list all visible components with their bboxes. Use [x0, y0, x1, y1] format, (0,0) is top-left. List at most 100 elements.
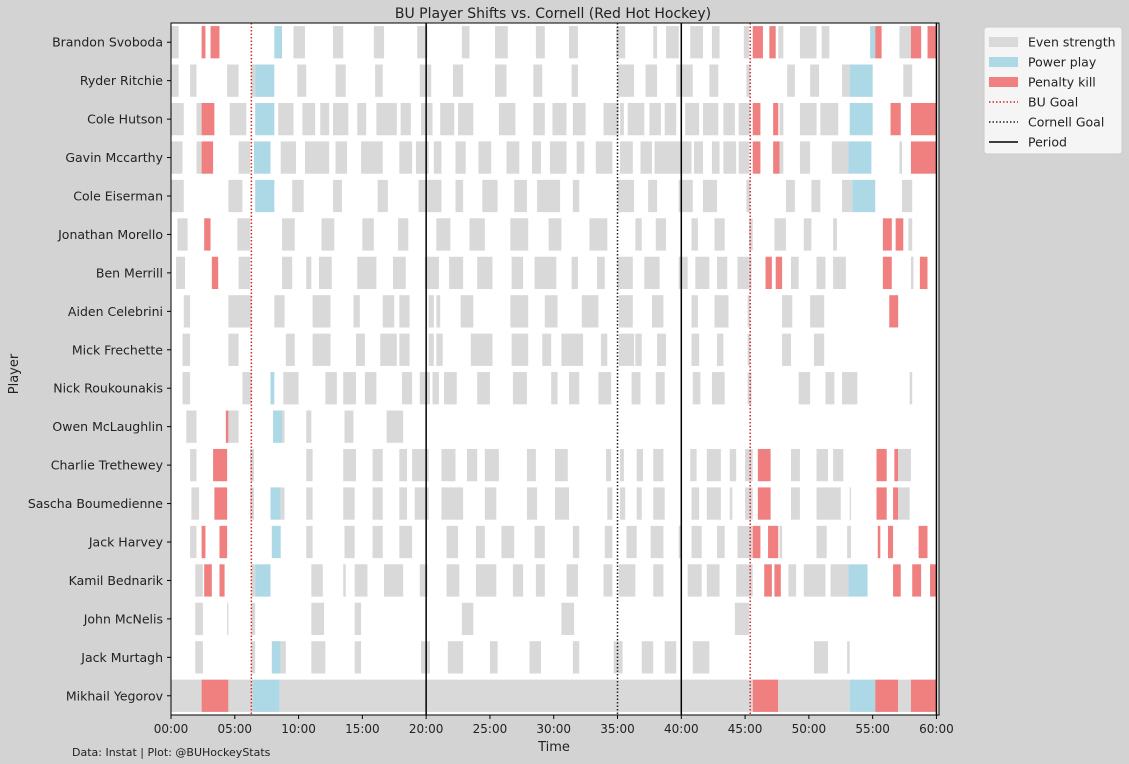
shift-bar-even	[280, 141, 297, 174]
shift-bar-pk	[225, 410, 229, 443]
shift-bar-even	[636, 448, 644, 482]
shift-bar-even	[278, 102, 294, 136]
shift-bar-even	[191, 487, 200, 520]
shift-bar-even	[412, 448, 429, 482]
shift-bar-pk	[201, 141, 214, 174]
player-label: Mick Frechette	[72, 342, 163, 357]
shift-bar-even	[711, 141, 720, 174]
shift-bar-pk	[204, 218, 211, 251]
shift-bar-even	[372, 525, 383, 559]
shift-bar-pk	[204, 564, 212, 597]
shift-bar-pk	[882, 256, 892, 290]
shift-bar-even	[436, 218, 451, 251]
shift-bar-pk	[910, 26, 922, 59]
shift-bar-even	[428, 333, 434, 366]
shift-bar-even	[292, 179, 304, 213]
shift-bar-even	[788, 564, 797, 597]
shift-bar-even	[627, 102, 645, 136]
chart-title: BU Player Shifts vs. Cornell (Red Hot Ho…	[395, 6, 711, 22]
shift-bar-even	[306, 487, 313, 520]
shift-bar-even	[691, 525, 702, 559]
shift-bar-even	[526, 448, 536, 482]
shift-bar-pk	[768, 525, 779, 559]
shift-bar-even	[597, 256, 605, 290]
player-label: John McNelis	[83, 611, 163, 626]
shift-bar-even	[335, 141, 348, 174]
shift-bar-even	[455, 179, 464, 213]
shift-bar-even	[706, 448, 721, 482]
shift-bar-even	[816, 256, 826, 290]
shift-bar-even	[909, 372, 913, 405]
shift-bar-pk	[918, 525, 928, 559]
shift-bar-even	[842, 64, 850, 97]
shift-bar-pk	[752, 525, 761, 559]
shift-bar-even	[664, 641, 677, 674]
shift-bar-pk	[214, 487, 228, 520]
x-axis: 00:00 05:00 10:00 15:00 20:00 25:00 30:00 35:00…	[154, 715, 954, 736]
shift-bar-even	[196, 102, 202, 136]
shift-bar-pp	[253, 141, 271, 174]
shift-bar-even	[242, 372, 252, 405]
shift-bar-even	[533, 64, 543, 97]
shift-bar-even	[501, 525, 515, 559]
shift-bar-pp	[274, 26, 282, 59]
shift-bar-even	[361, 141, 383, 174]
shift-bar-even	[569, 26, 578, 59]
shift-bar-pk	[219, 564, 225, 597]
shift-bar-pk	[910, 102, 937, 136]
shift-bar-even	[898, 487, 910, 520]
shift-bar-pk	[876, 448, 887, 482]
shift-bar-even	[813, 641, 829, 674]
shift-bar-even	[542, 333, 552, 366]
shift-bar-even	[572, 525, 580, 559]
legend-label: BU Goal	[1028, 95, 1078, 110]
shift-bar-even	[908, 218, 913, 251]
shift-bar-pp	[849, 102, 873, 136]
x-tick-label: 15:00	[345, 722, 380, 736]
shift-bar-even	[251, 64, 256, 97]
shift-bar-even	[441, 448, 456, 482]
shift-bar-pk	[773, 102, 779, 136]
legend-label: Power play	[1028, 55, 1097, 70]
plot-frame	[170, 22, 940, 716]
shift-bar-even	[510, 218, 529, 251]
shift-bar-even	[690, 448, 697, 482]
shift-bar-pk	[201, 26, 206, 59]
shift-bar-even	[176, 256, 186, 290]
legend-box	[983, 26, 1123, 155]
shift-bar-even	[678, 525, 682, 559]
player-label: Brandon Svoboda	[52, 35, 163, 50]
shift-bar-even	[506, 141, 520, 174]
shift-bar-even	[734, 602, 749, 636]
shift-bar-pk	[877, 525, 881, 559]
player-label: Mikhail Yegorov	[66, 688, 164, 703]
shift-bar-even	[306, 448, 313, 482]
shift-bar-even	[626, 525, 637, 559]
shift-bar-even	[377, 179, 388, 213]
shift-bar-even	[576, 141, 585, 174]
shift-bar-even	[280, 487, 285, 520]
shift-bar-even	[398, 218, 409, 251]
shift-bar-even	[195, 602, 203, 636]
shift-bar-even	[375, 64, 383, 97]
shift-bar-even	[653, 448, 664, 482]
shift-bar-even	[691, 295, 698, 328]
shift-bar-even	[526, 487, 538, 520]
shift-bar-even	[401, 372, 413, 405]
shift-bar-even	[572, 179, 580, 213]
player-label: Ben Merrill	[96, 265, 163, 280]
player-label: Sascha Boumedienne	[28, 496, 163, 511]
shift-bar-even	[820, 102, 839, 136]
shift-bar-even	[441, 487, 464, 520]
shift-bar-even	[293, 26, 305, 59]
shift-bar-even	[803, 564, 826, 597]
shift-bar-pp	[270, 372, 275, 405]
shift-bar-even	[510, 295, 529, 328]
shift-bar-even	[280, 641, 286, 674]
shift-bar-pk	[201, 525, 206, 559]
shift-bars	[171, 26, 937, 712]
shift-bar-even	[825, 372, 835, 405]
shift-bar-even	[306, 410, 312, 443]
shift-bar-even	[511, 256, 524, 290]
